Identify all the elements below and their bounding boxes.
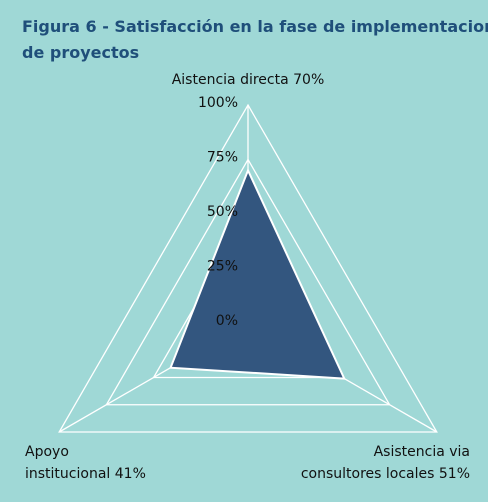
category-label: Asistencia via	[374, 444, 470, 460]
category-label: Aistencia directa 70%	[172, 72, 325, 88]
grid-line	[105, 158, 391, 406]
category-text: Aistencia directa	[172, 72, 289, 88]
chart-title: de proyectos	[22, 43, 139, 62]
category-label: consultores locales 51%	[301, 466, 470, 482]
grid-line	[58, 103, 438, 433]
chart-title: Figura 6 - Satisfacción en la fase de im…	[22, 17, 488, 36]
category-label: Apoyo	[25, 444, 69, 460]
category-text: institucional	[25, 466, 110, 482]
y-tick-label: 50%	[207, 204, 238, 220]
y-tick-label: 0%	[216, 313, 238, 329]
y-tick-label: 75%	[207, 150, 238, 166]
value-label: 51%	[439, 466, 470, 482]
category-label: institucional 41%	[25, 466, 146, 482]
category-text: Asistencia via	[374, 444, 470, 460]
category-text: Apoyo	[25, 444, 69, 460]
value-label: 41%	[115, 466, 146, 482]
radar-area	[169, 167, 346, 380]
category-text: consultores locales	[301, 466, 435, 482]
value-label: 70%	[293, 72, 324, 88]
y-tick-label: 25%	[207, 259, 238, 275]
y-tick-label: 100%	[198, 95, 238, 111]
